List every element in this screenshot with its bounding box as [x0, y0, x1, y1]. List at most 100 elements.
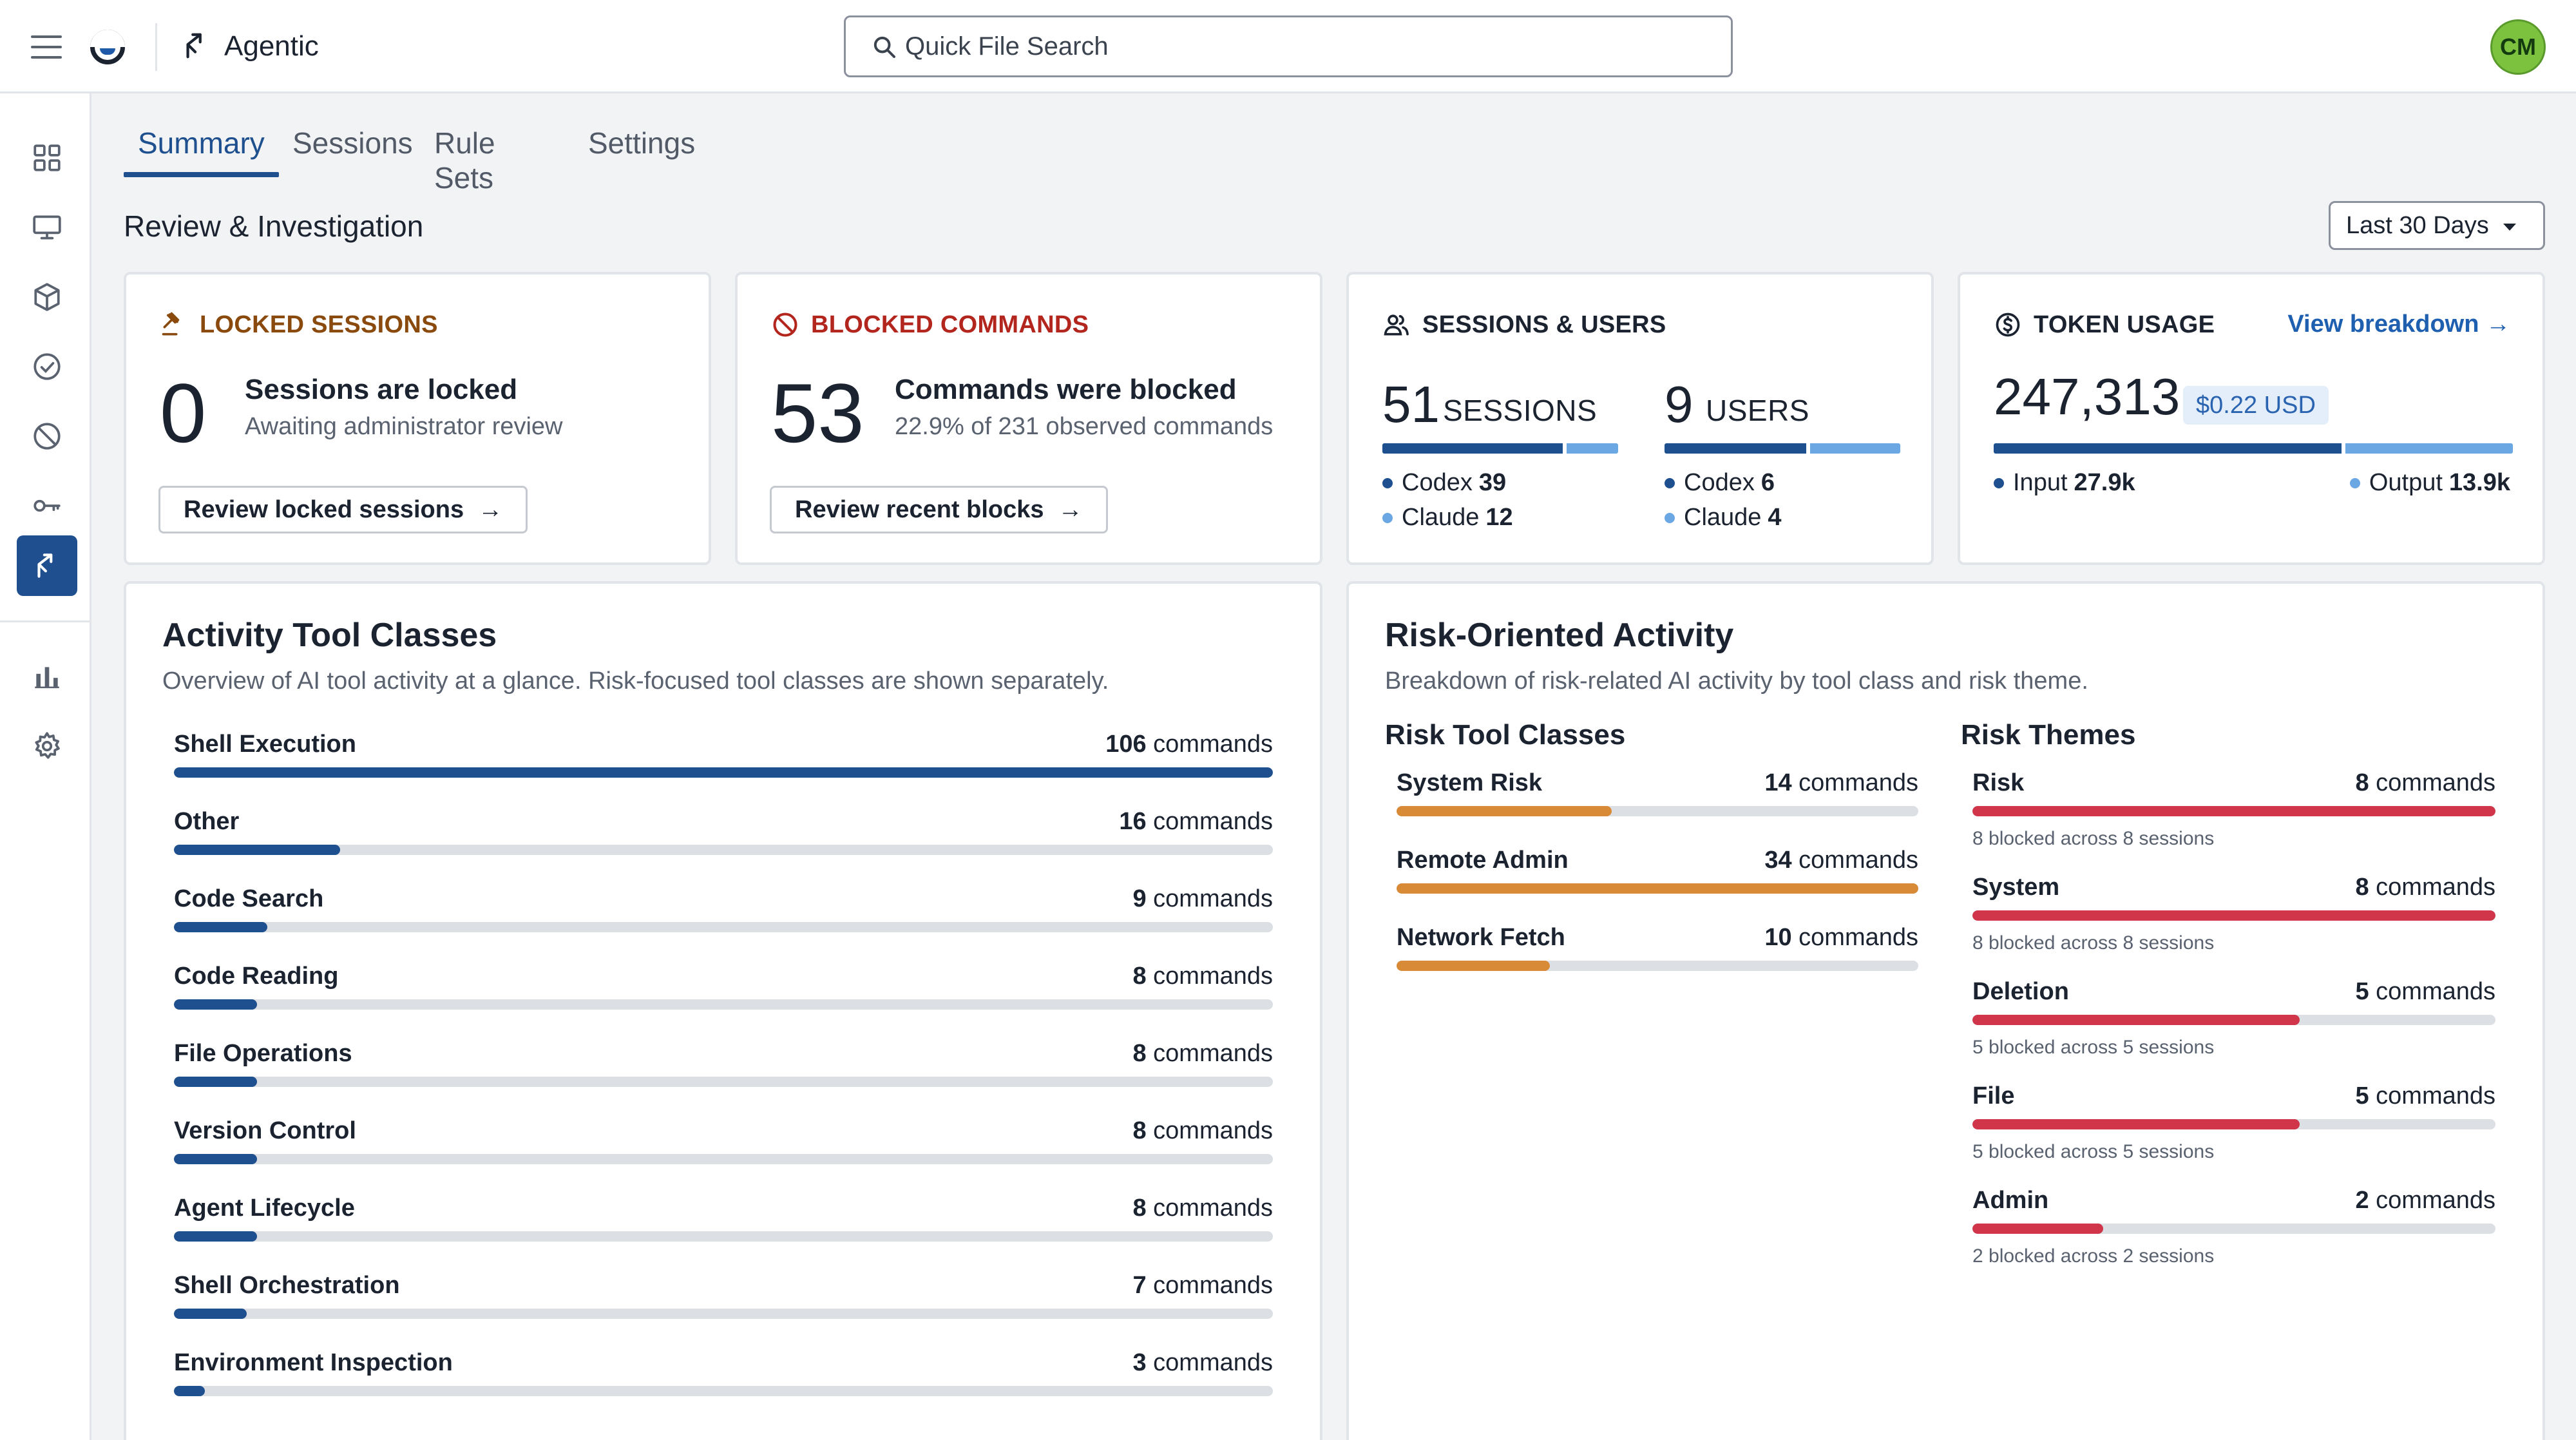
progress-fill — [174, 1077, 257, 1087]
row-label: Version Control — [174, 1117, 356, 1144]
rail-agentic[interactable] — [17, 535, 77, 596]
risk-theme-row-risk[interactable]: Risk 8 commands 8 blocked across 8 session… — [1972, 769, 2495, 853]
risk-class-row-system-risk[interactable]: System Risk 14 commands — [1397, 769, 1918, 827]
row-label: Remote Admin — [1397, 847, 1569, 874]
menu-icon[interactable] — [31, 35, 62, 59]
rail-approvals[interactable] — [17, 336, 77, 397]
progress-fill — [1972, 1224, 2103, 1234]
blocked-subtext: 22.9% of 231 observed commands — [895, 413, 1274, 440]
rail-divider — [0, 620, 91, 622]
row-count: 9 commands — [1132, 885, 1273, 912]
legend-dot — [1665, 477, 1675, 488]
activity-row-file-operations[interactable]: File Operations 8 commands — [174, 1040, 1273, 1098]
search-input[interactable] — [905, 17, 1710, 75]
agentic-icon — [186, 33, 202, 59]
progress-fill — [174, 767, 1273, 778]
activity-row-agent-lifecycle[interactable]: Agent Lifecycle 8 commands — [174, 1195, 1273, 1253]
tab-label: Summary — [138, 126, 265, 160]
activity-row-version-control[interactable]: Version Control 8 commands — [174, 1117, 1273, 1175]
legend-value: 27.9k — [2074, 469, 2135, 496]
tab-sessions[interactable]: Sessions — [278, 126, 427, 177]
date-range-select[interactable]: Last 30 Days — [2329, 201, 2545, 250]
progress-fill — [174, 1309, 247, 1319]
activity-row-code-search[interactable]: Code Search 9 commands — [174, 885, 1273, 943]
progress-fill — [174, 999, 257, 1010]
rail-keys[interactable] — [17, 475, 77, 536]
users-icon — [1384, 314, 1409, 336]
risk-theme-row-file[interactable]: File 5 commands 5 blocked across 5 session… — [1972, 1082, 2495, 1166]
dollar-circle-icon — [1996, 312, 2020, 337]
risk-tool-classes-heading: Risk Tool Classes — [1385, 719, 1626, 751]
row-count: 5 commands — [2355, 1082, 2495, 1109]
rail-blocked[interactable] — [17, 406, 77, 466]
users-split-bar — [1665, 443, 1900, 454]
rail-settings[interactable] — [17, 716, 77, 776]
dashboard-icon — [33, 144, 61, 171]
codex-share-bar — [1665, 443, 1806, 454]
legend-label: Input — [2013, 469, 2068, 496]
activity-row-shell-execution[interactable]: Shell Execution 106 commands — [174, 731, 1273, 789]
risk-theme-row-deletion[interactable]: Deletion 5 commands 5 blocked across 5 ses… — [1972, 978, 2495, 1062]
quick-file-search[interactable] — [844, 15, 1733, 77]
legend-dot — [1994, 477, 2004, 488]
sessions-claude-legend: Claude 12 — [1382, 504, 1513, 532]
tab-label: Settings — [588, 126, 696, 160]
progress-track — [1397, 961, 1918, 971]
progress-track — [174, 1154, 1273, 1164]
activity-row-code-reading[interactable]: Code Reading 8 commands — [174, 963, 1273, 1021]
legend-label: Claude — [1684, 504, 1762, 531]
progress-track — [174, 999, 1273, 1010]
sessions-split-bar — [1382, 443, 1618, 454]
rail-reports[interactable] — [17, 646, 77, 707]
row-label: Network Fetch — [1397, 924, 1565, 951]
review-locked-sessions-button[interactable]: Review locked sessions → — [158, 486, 528, 533]
row-note: 5 blocked across 5 sessions — [1972, 1037, 2215, 1058]
settings-icon — [35, 732, 60, 759]
activity-row-shell-orchestration[interactable]: Shell Orchestration 7 commands — [174, 1272, 1273, 1330]
progress-fill — [1397, 883, 1918, 894]
tab-active-indicator — [124, 172, 279, 177]
risk-theme-row-system[interactable]: System 8 commands 8 blocked across 8 sessi… — [1972, 874, 2495, 957]
tab-settings[interactable]: Settings — [574, 126, 709, 177]
review-recent-blocks-button[interactable]: Review recent blocks → — [770, 486, 1108, 533]
progress-fill — [1972, 910, 2495, 921]
gavel-icon — [162, 312, 180, 336]
button-label: Review recent blocks — [795, 495, 1044, 523]
row-count: 7 commands — [1132, 1272, 1273, 1299]
user-avatar[interactable]: CM — [2490, 19, 2546, 75]
sessions-label: SESSIONS — [1443, 394, 1598, 427]
progress-track — [1972, 910, 2495, 921]
key-icon — [33, 499, 61, 512]
risk-class-row-network-fetch[interactable]: Network Fetch 10 commands — [1397, 924, 1918, 982]
progress-fill — [174, 1231, 257, 1242]
rail-monitor[interactable] — [17, 197, 77, 258]
view-breakdown-link[interactable]: View breakdown → — [2287, 311, 2510, 338]
progress-fill — [174, 1154, 257, 1164]
package-icon — [34, 283, 60, 311]
locked-count: 0 — [160, 366, 207, 460]
row-note: 5 blocked across 5 sessions — [1972, 1141, 2215, 1162]
risk-class-row-remote-admin[interactable]: Remote Admin 34 commands — [1397, 847, 1918, 905]
input-share-bar — [1994, 443, 2342, 454]
rail-packages[interactable] — [17, 267, 77, 327]
activity-row-environment-inspection[interactable]: Environment Inspection 3 commands — [174, 1349, 1273, 1407]
activity-row-other[interactable]: Other 16 commands — [174, 808, 1273, 866]
row-label: Admin — [1972, 1187, 2049, 1214]
row-label: Shell Orchestration — [174, 1272, 400, 1299]
tab-rule-sets[interactable]: Rule Sets — [420, 126, 510, 195]
risk-oriented-activity-panel: Risk-Oriented Activity Breakdown of risk… — [1346, 581, 2545, 1440]
logo-icon[interactable] — [90, 30, 125, 64]
progress-track — [174, 767, 1273, 778]
blocked-icon — [773, 312, 797, 337]
tab-summary[interactable]: Summary — [124, 126, 279, 177]
sessions-users-card: SESSIONS & USERS 51 SESSIONS Codex 39 Cla… — [1346, 272, 1934, 565]
row-label: File Operations — [174, 1040, 352, 1067]
row-count: 8 commands — [1132, 963, 1273, 990]
users-codex-legend: Codex 6 — [1665, 469, 1775, 497]
progress-track — [1972, 1015, 2495, 1025]
app-title: Agentic — [224, 30, 319, 62]
users-claude-legend: Claude 4 — [1665, 504, 1782, 532]
risk-theme-row-admin[interactable]: Admin 2 commands 2 blocked across 2 sessio… — [1972, 1187, 2495, 1271]
card-header: SESSIONS & USERS — [1382, 311, 1666, 339]
rail-dashboard[interactable] — [17, 128, 77, 188]
